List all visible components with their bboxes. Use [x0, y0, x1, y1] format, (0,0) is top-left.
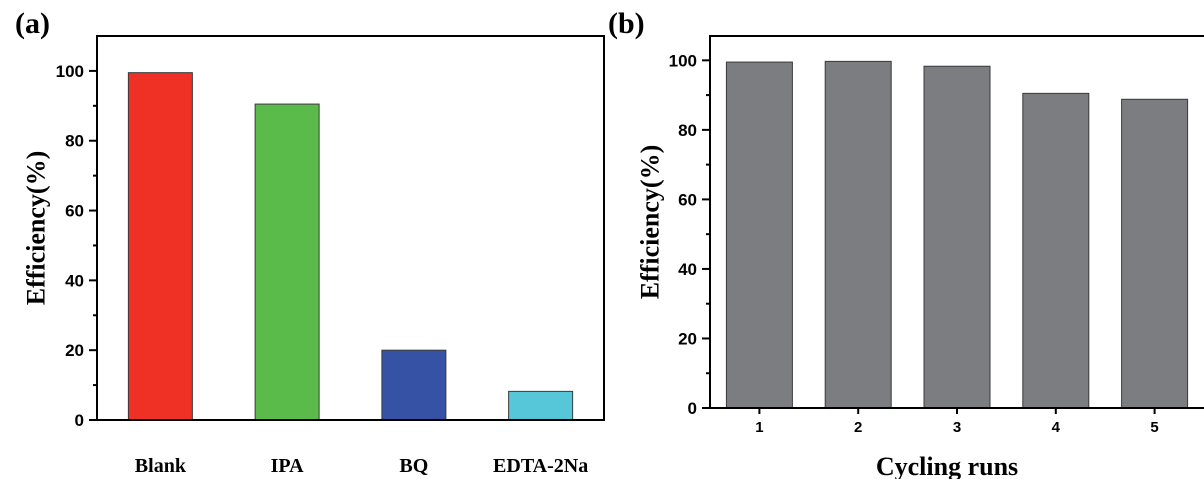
y-tick-label: 0 [688, 399, 697, 418]
bar-2 [824, 60, 892, 409]
bar-1 [725, 61, 793, 409]
y-tick-label: 20 [65, 341, 84, 360]
x-tick-label-4: 4 [1052, 419, 1061, 436]
y-tick-label: 60 [65, 202, 84, 221]
x-tick-label-3: 3 [953, 419, 961, 436]
x-tick-label-edta-2na: EDTA-2Na [493, 455, 588, 477]
y-tick-label: 80 [678, 121, 697, 140]
bar-5 [1121, 98, 1189, 409]
y-tick-label: 20 [678, 329, 697, 348]
x-tick-label-bq: BQ [399, 455, 428, 477]
chart-panel-a: (a) 0 20 40 60 80 100 Blank IPA BQ EDTA-2Na Efficie… [15, 7, 605, 477]
y-axis-label-b: Efficiency(%) [636, 145, 665, 300]
y-tick-label: 40 [65, 271, 84, 290]
bar-edta-2na [508, 390, 574, 421]
panel-label-b: (b) [608, 7, 645, 40]
y-tick-label: 60 [678, 190, 697, 209]
bar-4 [1022, 92, 1090, 409]
plot-frame-a [96, 35, 605, 421]
y-tick-label: 40 [678, 260, 697, 279]
y-tick-label: 100 [56, 62, 84, 81]
x-tick-label-ipa: IPA [271, 455, 305, 477]
x-axis-label-b: Cycling runs [876, 452, 1018, 479]
y-tick-label: 80 [65, 132, 84, 151]
bar-ipa [254, 103, 320, 421]
x-tick-label-blank: Blank [135, 455, 187, 477]
x-tick-label-2: 2 [854, 419, 862, 436]
panel-label-a: (a) [15, 7, 50, 40]
bar-blank [127, 72, 193, 421]
x-tick-label-1: 1 [755, 419, 763, 436]
bar-3 [923, 65, 991, 409]
y-tick-label: 0 [75, 411, 84, 430]
y-tick-label: 100 [669, 51, 697, 70]
y-axis-label-a: Efficiency(%) [22, 151, 51, 306]
chart-panel-b: (b) 0 20 40 60 80 100 1 2 3 4 5 Efficiency(%) Cycling… [608, 7, 1204, 479]
x-tick-label-5: 5 [1150, 419, 1158, 436]
bar-bq [381, 349, 447, 421]
